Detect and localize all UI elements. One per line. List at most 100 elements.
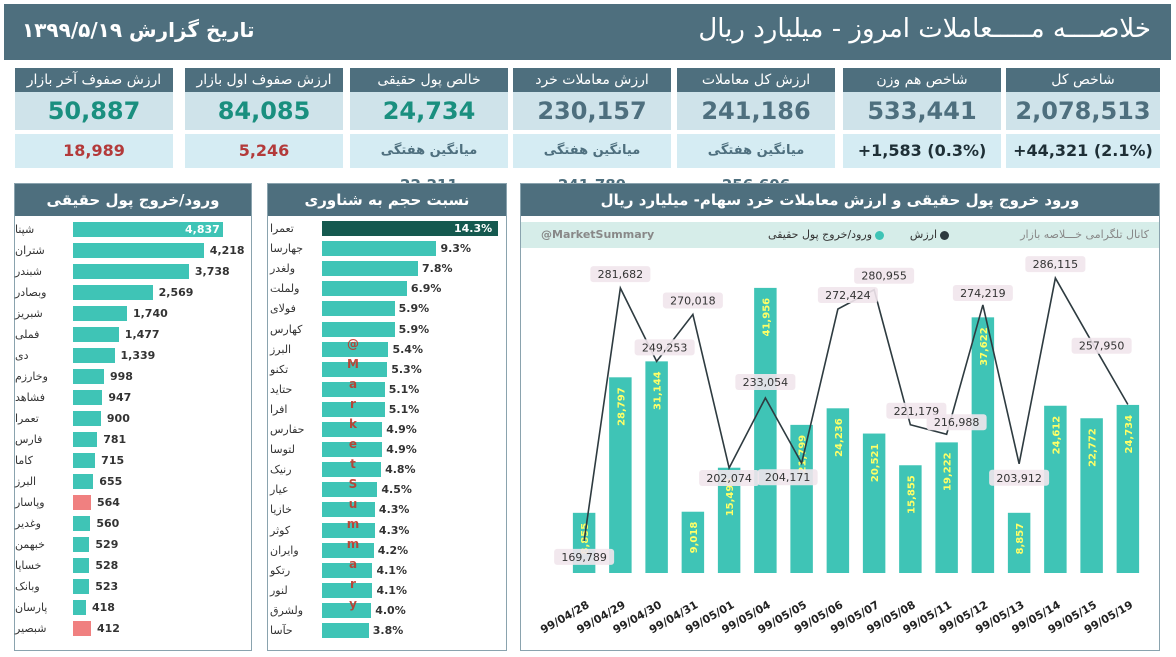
bar	[73, 432, 98, 447]
bar-category: افرا	[270, 402, 288, 416]
kpi-total-value: ارزش کل معاملات 241,186 میانگین هفتگی 25…	[677, 68, 835, 194]
bar-value-label: 781	[103, 433, 127, 446]
bar-value-label: 1,477	[124, 328, 160, 341]
bar	[322, 482, 378, 498]
line-value-bg	[926, 414, 987, 431]
line-value-bg	[817, 287, 878, 304]
table-row: تعمرا 900	[15, 411, 251, 426]
table-row: حفارس 4.9%	[268, 422, 506, 437]
bar-value-label: 8,855	[580, 523, 591, 555]
bar-category: دی	[15, 349, 29, 362]
bar-category: فولای	[270, 302, 296, 316]
table-row: وخارزم 998	[15, 369, 251, 384]
bar-value-label: 24,734	[1124, 415, 1135, 454]
line-value-bg	[699, 469, 760, 486]
table-row: دی 1,339	[15, 348, 251, 363]
bar	[322, 442, 383, 458]
kpi-value: 230,157	[513, 92, 671, 130]
line-value-bg	[662, 292, 723, 309]
line-value-bg	[590, 266, 651, 283]
bar-value-label: 4.8%	[385, 463, 416, 477]
bar-value-label: 37,622	[979, 327, 990, 366]
bar-category: خساپا	[15, 559, 42, 572]
bar-value-label: 7.8%	[422, 262, 453, 276]
bar-value-label: 1,740	[132, 307, 168, 320]
table-row: وبانک 523	[15, 579, 251, 594]
bar	[971, 317, 995, 573]
bar	[322, 361, 388, 377]
bar-value-label: 715	[101, 454, 125, 467]
legend-bar-dot	[875, 230, 884, 240]
kpi-sub: میانگین هفتگی 241,789	[513, 134, 671, 194]
legend-line-label: ارزش	[909, 228, 937, 241]
bar-category: تعمرا	[270, 222, 294, 235]
bar-category: فشاهد	[15, 391, 45, 404]
line-value-bg	[952, 284, 1013, 301]
bar	[73, 579, 90, 594]
table-row: خساپا 528	[15, 558, 251, 573]
table-row: فملی 1,477	[15, 327, 251, 342]
table-row: وایران 4.2%	[268, 542, 506, 558]
line-value-bg	[989, 469, 1050, 486]
watermark-char: m	[346, 537, 360, 551]
table-row: لتوسا 4.9%	[268, 442, 506, 458]
bar-value-label: 560	[96, 517, 120, 530]
report-title: خلاصــــه مـــــعاملات امروز - میلیارد ر…	[698, 14, 1151, 44]
bar-value-label: 4.3%	[378, 523, 410, 537]
bar-value-label: 4.3%	[378, 503, 410, 517]
kpi-sub: +1,583 (0.3%)	[843, 134, 1001, 168]
bar	[73, 537, 90, 552]
table-row: شپنا 4,837	[15, 222, 251, 237]
bar	[322, 321, 395, 337]
bar	[73, 264, 189, 279]
bar-category: شبریز	[15, 307, 43, 320]
kpi-label: ارزش کل معاملات	[677, 68, 835, 92]
bar	[73, 474, 94, 489]
table-row: کاما 715	[15, 453, 251, 468]
table-row: پارسان 418	[15, 600, 251, 615]
bar	[73, 495, 91, 510]
bar	[1044, 405, 1067, 573]
bar-category: وایران	[270, 543, 299, 557]
kpi-sub-label: میانگین هفتگی	[707, 143, 805, 158]
kpi-value: 50,887	[15, 92, 173, 130]
bar	[73, 516, 91, 531]
kpi-label: ارزش معاملات خرد	[513, 68, 671, 92]
kpi-sub-label: میانگین هفتگی	[543, 143, 641, 158]
bar	[1080, 418, 1103, 573]
bar	[1007, 512, 1031, 573]
bar-value-label: 28,797	[616, 387, 627, 426]
bar-category: شتران	[15, 244, 45, 257]
table-row: ولغدر 7.8%	[268, 261, 506, 277]
table-row: خبهمن 529	[15, 537, 251, 552]
bar	[322, 301, 395, 317]
bar-value-label: 528	[95, 559, 119, 572]
bar	[862, 433, 886, 573]
watermark-char: e	[348, 437, 358, 451]
bar-value-label: 20,521	[870, 444, 881, 483]
bar	[322, 542, 374, 558]
bar	[322, 582, 373, 598]
kpi-sub: میانگین هفتگی 22,211	[350, 134, 508, 194]
bar-value-label: 6.9%	[410, 282, 442, 296]
bar-category: خبهمن	[15, 538, 45, 551]
watermark-char: S	[348, 477, 358, 491]
bar-value-label: 4,218	[209, 244, 245, 257]
bar-value-label: 31,144	[653, 371, 664, 410]
bar-value-label: 655	[99, 475, 123, 488]
kpi-total-index: شاخص کل 2,078,513 +44,321 (2.1%)	[1006, 68, 1160, 168]
bar	[1116, 404, 1140, 573]
report-date: تاریخ گزارش ۱۳۹۹/۵/۱۹	[22, 18, 255, 42]
legend-bar: ورود/خروج پول حقیقی	[768, 222, 884, 248]
kpi-net-real-money: خالص پول حقیقی 24,734 میانگین هفتگی 22,2…	[350, 68, 508, 194]
volume-float-panel: نسبت حجم به شناوری تعمرا 14.3% جهارسا 9.3% و…	[267, 183, 507, 651]
bar	[322, 602, 372, 618]
bar-value-label: 4.9%	[386, 443, 417, 457]
bar	[73, 327, 119, 342]
bar-value-label: 41,956	[761, 298, 772, 337]
bar	[73, 558, 90, 573]
kpi-label: شاخص هم وزن	[843, 68, 1001, 92]
watermark-char: a	[348, 557, 358, 571]
bar	[73, 306, 127, 321]
bar-value-label: 4,837	[185, 223, 220, 236]
